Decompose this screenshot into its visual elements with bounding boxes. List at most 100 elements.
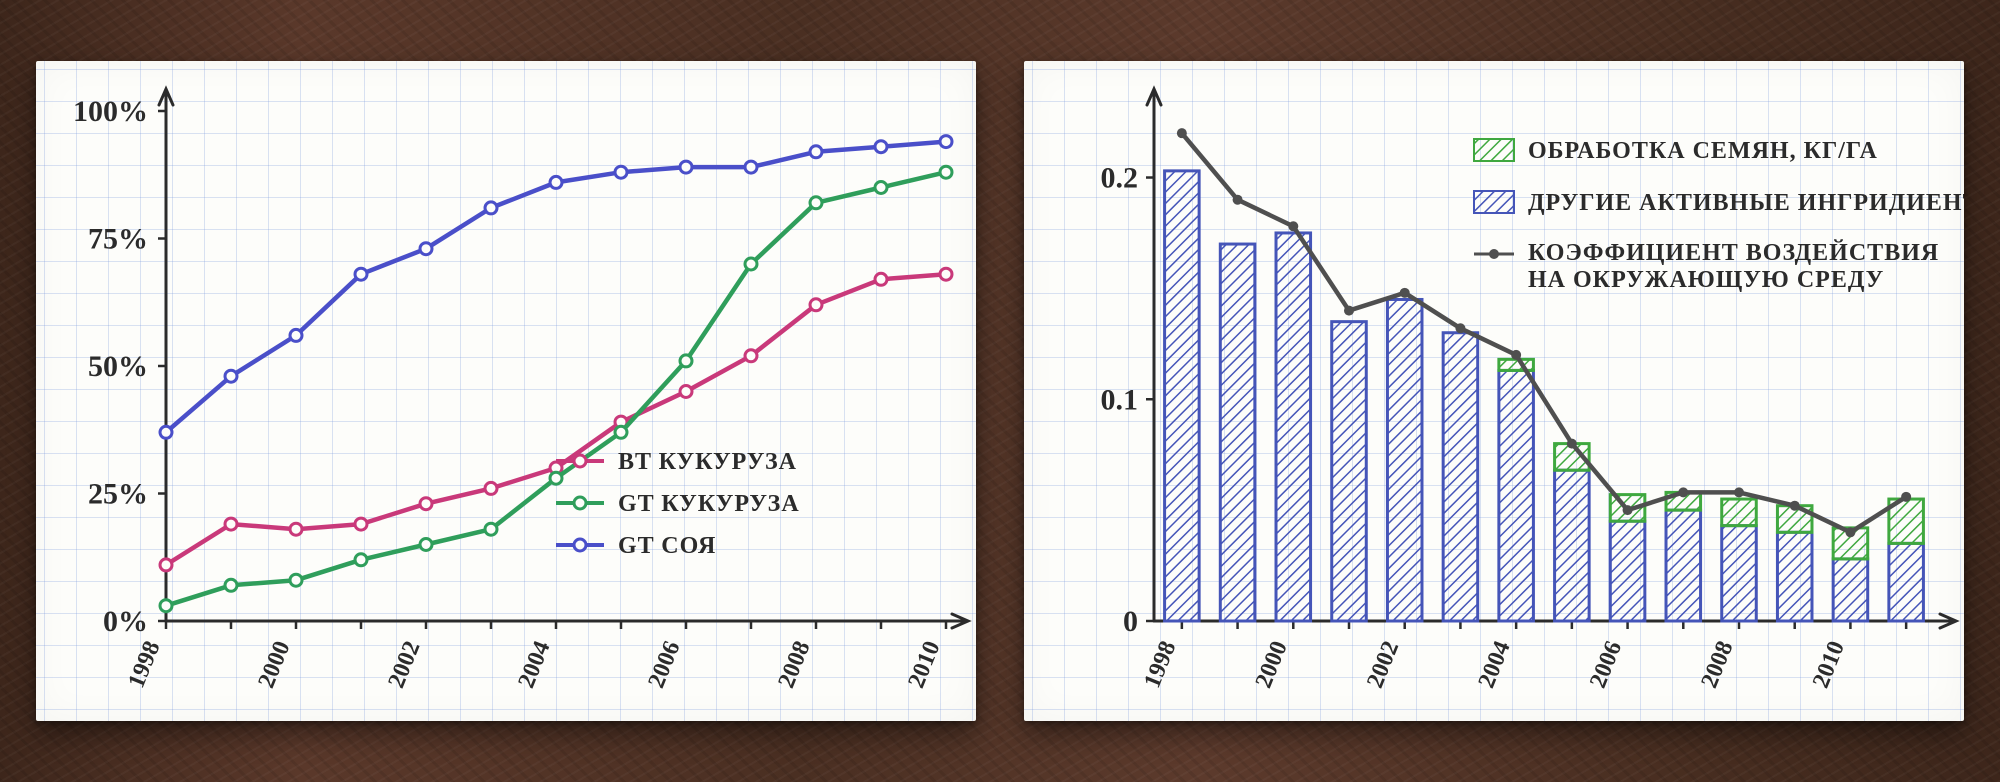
left-chart-paper: 0% 25% 50% 75% 100% 1998 2000 2002 2004 2006 2008 2… [36,61,976,721]
bar-other [1610,521,1645,621]
svg-text:0%: 0% [103,605,148,638]
bar-other [1387,299,1422,621]
data-point [875,273,887,285]
coef-point [1344,306,1354,316]
svg-text:2000: 2000 [1251,638,1293,692]
data-point [810,146,822,158]
data-point [225,579,237,591]
bar-other [1777,532,1812,621]
svg-text:2000: 2000 [253,638,295,692]
data-point [875,141,887,153]
svg-text:0.1: 0.1 [1101,383,1139,416]
coef-point [1845,527,1855,537]
svg-text:2002: 2002 [383,638,425,692]
data-point [745,258,757,270]
data-point [160,426,172,438]
svg-text:100%: 100% [73,95,148,128]
coef-point [1511,350,1521,360]
svg-text:25%: 25% [88,478,148,511]
coef-point [1400,288,1410,298]
data-point [810,197,822,209]
data-point [160,559,172,571]
bar-seed [1499,359,1534,370]
svg-text:2010: 2010 [1808,638,1850,692]
right-chart-paper: 0 0.1 0.2 1998 2000 2002 2004 2006 2008 2010 ОБРАБ… [1024,61,1964,721]
coef-point [1233,195,1243,205]
svg-text:КОЭФФИЦИЕНТ ВОЗДЕЙСТВИЯ: КОЭФФИЦИЕНТ ВОЗДЕЙСТВИЯ [1528,240,1939,266]
data-point [680,355,692,367]
svg-text:ОБРАБОТКА СЕМЯН, КГ/ГА: ОБРАБОТКА СЕМЯН, КГ/ГА [1528,138,1878,164]
data-point [615,166,627,178]
bar-other [1443,333,1478,621]
data-point [290,574,302,586]
data-point [485,523,497,535]
svg-text:2008: 2008 [1696,638,1738,692]
data-point [940,268,952,280]
svg-text:1998: 1998 [1139,638,1181,692]
data-point [615,426,627,438]
coef-point [1901,492,1911,502]
svg-text:1998: 1998 [123,638,165,692]
data-point [160,600,172,612]
svg-text:2004: 2004 [1474,638,1516,692]
svg-text:2008: 2008 [773,638,815,692]
svg-text:0.2: 0.2 [1101,162,1139,195]
data-point [875,182,887,194]
coef-point [1734,487,1744,497]
data-point [940,166,952,178]
svg-text:GT СОЯ: GT СОЯ [618,533,716,559]
svg-text:50%: 50% [88,350,148,383]
coef-point [1567,439,1577,449]
svg-text:GT КУКУРУЗА: GT КУКУРУЗА [618,491,800,517]
bar-seed [1722,499,1757,526]
svg-text:75%: 75% [88,223,148,256]
svg-text:BT КУКУРУЗА: BT КУКУРУЗА [618,449,797,475]
coef-point [1288,221,1298,231]
data-point [225,518,237,530]
data-point [550,472,562,484]
bar-other [1499,370,1534,621]
bar-other [1722,526,1757,621]
svg-text:2002: 2002 [1362,638,1404,692]
bar-other [1555,470,1590,621]
data-point [355,518,367,530]
data-point [745,161,757,173]
coef-point [1790,501,1800,511]
bar-other [1666,510,1701,621]
data-point [420,243,432,255]
data-point [745,350,757,362]
bar-other [1220,244,1255,621]
svg-text:2010: 2010 [903,638,945,692]
bar-other [1833,559,1868,621]
data-point [810,299,822,311]
left-chart-svg: 0% 25% 50% 75% 100% 1998 2000 2002 2004 2006 2008 2… [36,61,976,721]
coef-point [1455,323,1465,333]
bar-other [1889,543,1924,621]
data-point [290,329,302,341]
data-point [485,202,497,214]
coef-point [1177,128,1187,138]
series-GT КУКУРУЗА [166,172,946,606]
svg-text:НА ОКРУЖАЮЩУЮ СРЕДУ: НА ОКРУЖАЮЩУЮ СРЕДУ [1528,267,1884,293]
bar-other [1165,171,1200,621]
data-point [420,498,432,510]
series-BT КУКУРУЗА [166,274,946,565]
svg-text:2006: 2006 [643,638,685,692]
data-point [550,176,562,188]
data-point [420,539,432,551]
data-point [290,523,302,535]
svg-text:ДРУГИЕ АКТИВНЫЕ ИНГРИДИЕНТЫ, К: ДРУГИЕ АКТИВНЫЕ ИНГРИДИЕНТЫ, КГ/ГА [1528,190,1964,216]
bar-other [1332,322,1367,621]
data-point [485,482,497,494]
svg-text:2006: 2006 [1585,638,1627,692]
svg-text:2004: 2004 [513,638,555,692]
svg-text:0: 0 [1123,605,1138,638]
coef-point [1623,505,1633,515]
data-point [680,161,692,173]
bar-other [1276,233,1311,621]
data-point [680,386,692,398]
coef-point [1678,487,1688,497]
data-point [225,370,237,382]
data-point [940,136,952,148]
data-point [355,268,367,280]
